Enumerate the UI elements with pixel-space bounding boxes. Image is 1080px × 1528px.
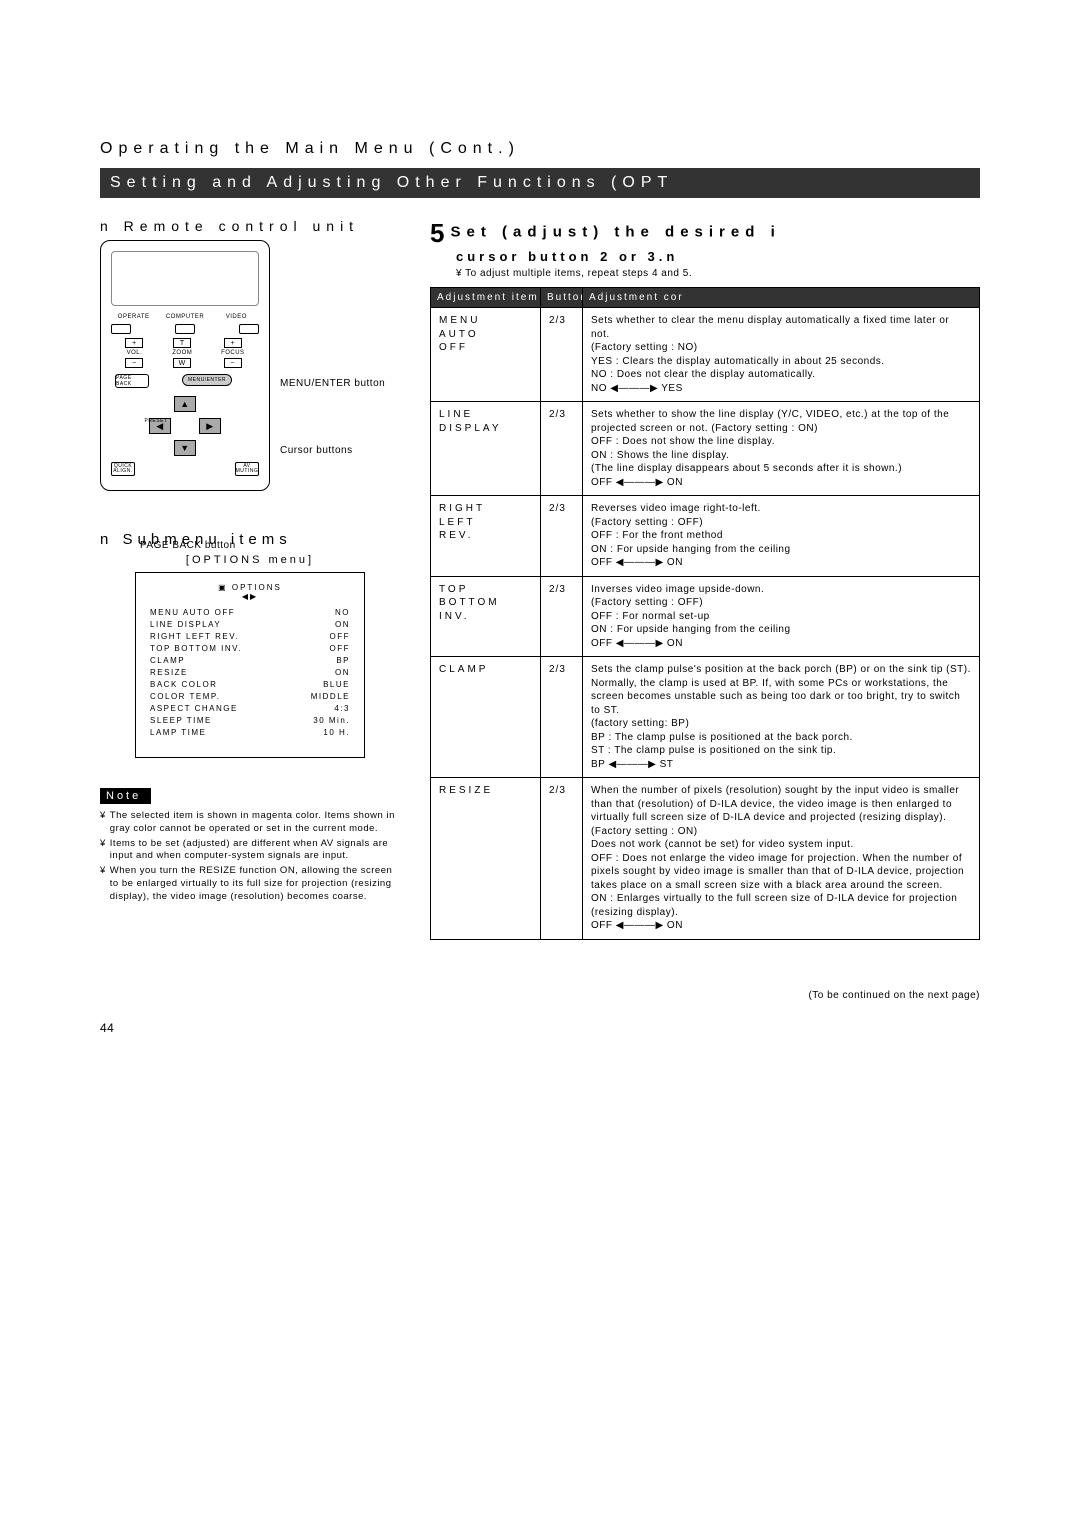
options-header: ▣ OPTIONS <box>218 583 282 592</box>
cell-content: When the number of pixels (resolution) s… <box>583 778 980 940</box>
note-bullet: ¥The selected item is shown in magenta c… <box>100 810 400 836</box>
cell-item: RIGHTLEFTREV. <box>431 496 541 577</box>
focus-label: FOCUS <box>221 350 245 356</box>
page-number: 44 <box>100 1021 980 1035</box>
cursor-dpad: ▲ ▼ ◀ ▶ PRESET <box>145 396 225 456</box>
submenu-sub: [OPTIONS menu] <box>100 554 400 566</box>
table-row: MENUAUTOOFF2/3Sets whether to clear the … <box>431 308 980 402</box>
step-subtitle: cursor button 2 or 3.n <box>456 249 980 264</box>
video-label: VIDEO <box>214 314 259 320</box>
cursor-up-icon: ▲ <box>174 396 196 412</box>
cell-button: 2/3 <box>541 657 583 778</box>
cell-item: MENUAUTOOFF <box>431 308 541 402</box>
remote-diagram: OPERATE COMPUTER VIDEO + VOL. − T ZOOM W + FO… <box>100 240 400 491</box>
option-row: CLAMPBP <box>150 655 350 667</box>
zoom-label: ZOOM <box>172 350 192 356</box>
cell-button: 2/3 <box>541 496 583 577</box>
menu-enter-button: MENU/ENTER <box>182 374 232 386</box>
option-row: LINE DISPLAYON <box>150 619 350 631</box>
cursor-right-icon: ▶ <box>199 418 221 434</box>
table-row: RESIZE2/3When the number of pixels (reso… <box>431 778 980 940</box>
focus-minus: − <box>224 358 242 368</box>
table-row: TOPBOTTOMINV.2/3Inverses video image ups… <box>431 576 980 657</box>
zoom-t: T <box>173 338 191 348</box>
page-title-bar: Setting and Adjusting Other Functions (O… <box>100 168 980 198</box>
th-content: Adjustment cor <box>583 288 980 308</box>
cell-button: 2/3 <box>541 308 583 402</box>
lr-arrows-icon: ◀▶ <box>242 592 258 601</box>
menu-enter-callout: MENU/ENTER button <box>280 378 385 389</box>
page-back-button: PAGE BACK <box>115 374 149 388</box>
breadcrumb: Operating the Main Menu (Cont.) <box>100 140 980 158</box>
cell-button: 2/3 <box>541 576 583 657</box>
cell-item: TOPBOTTOMINV. <box>431 576 541 657</box>
operate-label: OPERATE <box>111 314 156 320</box>
table-row: CLAMP2/3Sets the clamp pulse's position … <box>431 657 980 778</box>
cell-content: Reverses video image right-to-left.(Fact… <box>583 496 980 577</box>
cell-button: 2/3 <box>541 778 583 940</box>
av-muting-button: AV MUTING <box>235 462 259 476</box>
options-menu-box: ▣ OPTIONS◀▶ MENU AUTO OFFNOLINE DISPLAYO… <box>135 572 365 758</box>
th-item: Adjustment item <box>431 288 541 308</box>
quick-align-button: QUICK ALIGN. <box>111 462 135 476</box>
step-number: 5 <box>430 218 445 249</box>
operate-button <box>111 324 131 334</box>
step-note: ¥ To adjust multiple items, repeat steps… <box>456 268 980 279</box>
vol-plus: + <box>125 338 143 348</box>
option-row: RESIZEON <box>150 667 350 679</box>
note-bullet: ¥Items to be set (adjusted) are differen… <box>100 838 400 864</box>
computer-button <box>175 324 195 334</box>
option-row: SLEEP TIME30 Min. <box>150 715 350 727</box>
adjustment-table: Adjustment item Button Adjustment cor ME… <box>430 287 980 940</box>
cell-content: Sets the clamp pulse's position at the b… <box>583 657 980 778</box>
option-row: ASPECT CHANGE4:3 <box>150 703 350 715</box>
remote-heading: n Remote control unit <box>100 218 400 234</box>
computer-label: COMPUTER <box>162 314 207 320</box>
cell-button: 2/3 <box>541 402 583 496</box>
cursor-callout: Cursor buttons <box>280 445 353 456</box>
page-back-callout: PAGE BACK button <box>140 540 236 551</box>
preset-label: PRESET <box>143 418 169 424</box>
cell-content: Inverses video image upside-down.(Factor… <box>583 576 980 657</box>
table-row: RIGHTLEFTREV.2/3Reverses video image rig… <box>431 496 980 577</box>
vol-label: VOL. <box>127 350 143 356</box>
option-row: RIGHT LEFT REV.OFF <box>150 631 350 643</box>
cell-item: LINEDISPLAY <box>431 402 541 496</box>
table-row: LINEDISPLAY2/3Sets whether to show the l… <box>431 402 980 496</box>
zoom-w: W <box>173 358 191 368</box>
cursor-down-icon: ▼ <box>174 440 196 456</box>
option-row: BACK COLORBLUE <box>150 679 350 691</box>
note-tag: Note <box>100 788 151 804</box>
th-button: Button <box>541 288 583 308</box>
option-row: LAMP TIME10 H. <box>150 727 350 739</box>
vol-minus: − <box>125 358 143 368</box>
video-button <box>239 324 259 334</box>
step-title: Set (adjust) the desired i <box>451 223 781 240</box>
cell-item: CLAMP <box>431 657 541 778</box>
continued-note: (To be continued on the next page) <box>430 990 980 1001</box>
option-row: TOP BOTTOM INV.OFF <box>150 643 350 655</box>
focus-plus: + <box>224 338 242 348</box>
note-bullet: ¥When you turn the RESIZE function ON, a… <box>100 865 400 903</box>
cell-item: RESIZE <box>431 778 541 940</box>
notes-block: ¥The selected item is shown in magenta c… <box>100 810 400 904</box>
cell-content: Sets whether to show the line display (Y… <box>583 402 980 496</box>
option-row: COLOR TEMP.MIDDLE <box>150 691 350 703</box>
option-row: MENU AUTO OFFNO <box>150 607 350 619</box>
cell-content: Sets whether to clear the menu display a… <box>583 308 980 402</box>
